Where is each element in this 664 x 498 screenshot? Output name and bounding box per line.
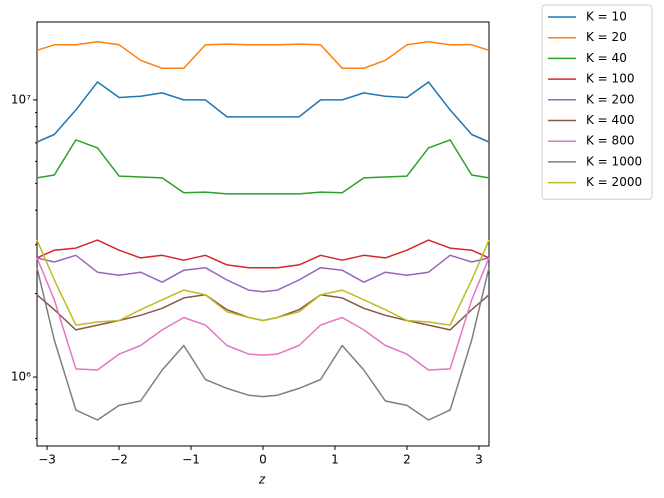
line-series <box>36 139 490 195</box>
x-tick-label: 0 <box>259 453 267 467</box>
legend-label: K = 10 <box>586 10 627 24</box>
legend-label: K = 20 <box>586 30 627 44</box>
x-tick-label: 3 <box>475 453 483 467</box>
plot-frame <box>36 21 490 447</box>
legend-label: K = 200 <box>586 92 634 106</box>
x-tick-label: −1 <box>182 453 200 467</box>
legend-box <box>541 4 653 200</box>
x-axis-label: z <box>258 473 266 487</box>
x-tick-label: 1 <box>331 453 339 467</box>
legend-label: K = 400 <box>586 113 634 127</box>
line-series <box>36 254 490 293</box>
x-tick-label: −2 <box>110 453 128 467</box>
line-series <box>36 267 490 421</box>
legend-label: K = 1000 <box>586 154 642 168</box>
legend-label: K = 40 <box>586 51 627 65</box>
line-series <box>36 239 490 326</box>
legend-label: K = 2000 <box>586 175 642 189</box>
legend-label: K = 100 <box>586 72 634 86</box>
legend-label: K = 800 <box>586 134 634 148</box>
y-tick-label: 10⁷ <box>11 92 31 106</box>
x-tick-label: 2 <box>403 453 411 467</box>
line-series <box>36 81 490 143</box>
line-series <box>36 257 490 371</box>
line-series <box>36 294 490 331</box>
x-tick-label: −3 <box>38 453 56 467</box>
y-tick-label: 10⁶ <box>11 370 31 384</box>
line-series <box>36 41 490 70</box>
line-series <box>36 239 490 269</box>
